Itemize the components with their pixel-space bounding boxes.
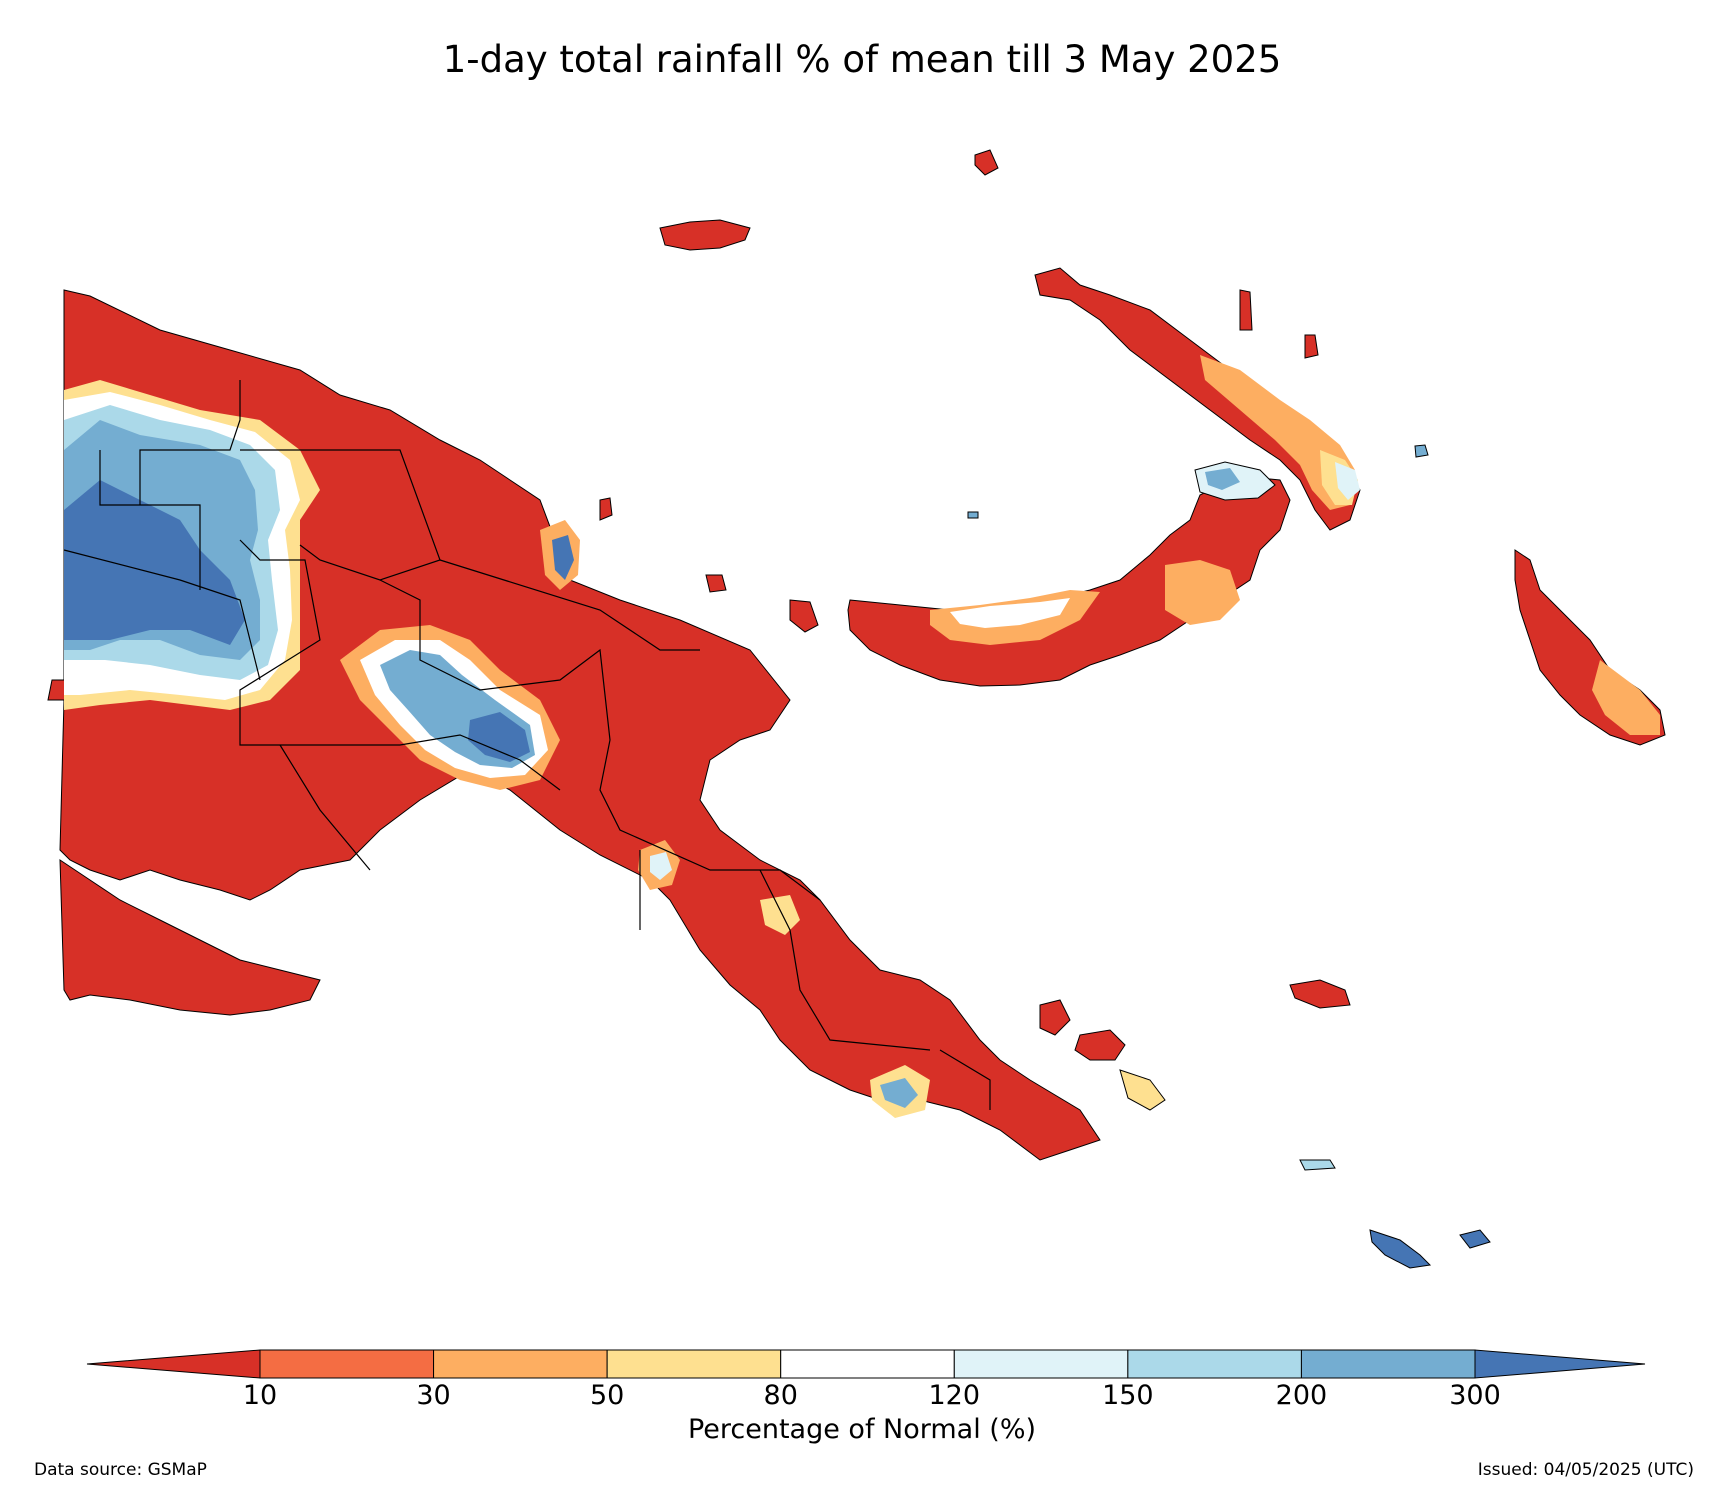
south-anomaly-2-core [880, 1078, 918, 1108]
data-source-note: Data source: GSMaP [34, 1460, 207, 1480]
colorbar-label: Percentage of Normal (%) [687, 1414, 1037, 1445]
tagula-island [1369, 1229, 1432, 1269]
highlands-wet-anomaly-core [468, 712, 530, 762]
colorbar-segment-120-150 [953, 1349, 1129, 1379]
bougainville-anomaly [1592, 660, 1660, 735]
western-wet-anomaly-core [64, 480, 245, 645]
colorbar-tick-label: 50 [589, 1380, 625, 1411]
south-anomaly-3 [760, 895, 800, 935]
north-coast-anomaly-core [552, 535, 574, 580]
woodlark-island [1299, 1159, 1336, 1171]
normanby-island [1119, 1069, 1166, 1111]
colorbar-tick-label: 300 [1449, 1380, 1501, 1411]
issued-date-note: Issued: 04/05/2025 (UTC) [1477, 1460, 1694, 1480]
colorbar-segment-80-120 [780, 1349, 955, 1379]
colorbar-segment-10-30 [259, 1349, 435, 1379]
goodenough-island [1039, 999, 1071, 1036]
new-ireland [1034, 267, 1361, 531]
new-ireland-anomaly-orange [1200, 355, 1355, 510]
trobriand-island [1289, 979, 1351, 1009]
south-anomaly-1-core [650, 852, 672, 880]
fergusson-island [1074, 1029, 1126, 1061]
colorbar-tick-label: 200 [1275, 1380, 1328, 1411]
colorbar-tick-label: 150 [1102, 1380, 1154, 1411]
colorbar-tick-label: 120 [928, 1380, 981, 1411]
colorbar-segment-200-300 [1300, 1349, 1476, 1379]
colorbar-segment-50-80 [606, 1349, 782, 1379]
colorbar-tick-label: 10 [242, 1380, 278, 1411]
colorbar-tick-label: 30 [416, 1380, 451, 1411]
small-islands [599, 149, 1319, 633]
colorbar-tick-label: 80 [763, 1380, 798, 1411]
mainland-papua-new-guinea [47, 289, 1101, 1161]
rossel-island [1459, 1229, 1491, 1249]
new-britain-anomaly-white [950, 598, 1070, 628]
manus-island [659, 219, 751, 251]
new-ireland-anomaly-light [1335, 462, 1360, 500]
new-britain-east-orange [1165, 560, 1240, 625]
small-island-blue-2 [967, 511, 979, 519]
colorbar-segment-150-200 [1127, 1349, 1302, 1379]
province-boundaries [63, 380, 991, 1110]
colorbar-under-arrow [86, 1349, 261, 1379]
new-britain-north-anomaly-core [1205, 468, 1240, 490]
colorbar-segment-30-50 [433, 1349, 608, 1379]
map-title: 1-day total rainfall % of mean till 3 Ma… [442, 38, 1282, 81]
colorbar-segments [86, 1349, 1646, 1379]
small-island-blue [1414, 444, 1429, 458]
rainfall-map [47, 149, 1666, 1269]
colorbar-over-arrow [1474, 1349, 1646, 1379]
